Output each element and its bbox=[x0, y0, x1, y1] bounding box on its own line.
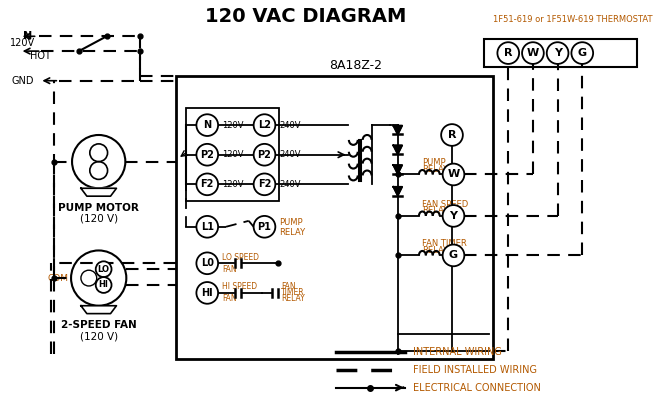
Circle shape bbox=[443, 205, 464, 227]
Text: G: G bbox=[578, 48, 587, 58]
Circle shape bbox=[441, 124, 463, 146]
Polygon shape bbox=[393, 165, 402, 174]
Text: L2: L2 bbox=[258, 120, 271, 130]
Text: 120V: 120V bbox=[10, 38, 35, 48]
Circle shape bbox=[254, 114, 275, 136]
Circle shape bbox=[572, 42, 593, 64]
Text: Y: Y bbox=[450, 211, 458, 221]
Circle shape bbox=[196, 252, 218, 274]
Circle shape bbox=[96, 277, 111, 293]
Text: RELAY: RELAY bbox=[422, 165, 448, 174]
Text: (120 V): (120 V) bbox=[80, 214, 118, 224]
Text: 120V: 120V bbox=[222, 180, 244, 189]
Text: G: G bbox=[449, 251, 458, 260]
Circle shape bbox=[522, 42, 544, 64]
Text: FAN SPEED: FAN SPEED bbox=[422, 199, 468, 209]
Text: 1F51-619 or 1F51W-619 THERMOSTAT: 1F51-619 or 1F51W-619 THERMOSTAT bbox=[492, 15, 652, 24]
Circle shape bbox=[547, 42, 568, 64]
Circle shape bbox=[96, 261, 111, 277]
Text: 8A18Z-2: 8A18Z-2 bbox=[329, 59, 382, 72]
Text: HI SPEED: HI SPEED bbox=[222, 282, 257, 292]
Text: 120V: 120V bbox=[222, 150, 244, 159]
Circle shape bbox=[254, 173, 275, 195]
Polygon shape bbox=[393, 145, 402, 154]
Text: COM: COM bbox=[47, 274, 68, 282]
Text: PUMP MOTOR: PUMP MOTOR bbox=[58, 203, 139, 213]
Circle shape bbox=[196, 114, 218, 136]
Text: RELAY: RELAY bbox=[422, 246, 448, 255]
Text: FAN: FAN bbox=[222, 265, 237, 274]
Text: FAN TIMER: FAN TIMER bbox=[422, 239, 466, 248]
Text: L0: L0 bbox=[201, 258, 214, 268]
Circle shape bbox=[254, 144, 275, 166]
Bar bbox=[176, 76, 493, 359]
Text: Y: Y bbox=[553, 48, 561, 58]
Text: INTERNAL WIRING: INTERNAL WIRING bbox=[413, 347, 501, 357]
Circle shape bbox=[497, 42, 519, 64]
Polygon shape bbox=[81, 188, 117, 196]
Bar bbox=[484, 39, 636, 67]
Text: PUMP: PUMP bbox=[279, 218, 303, 228]
Text: W: W bbox=[527, 48, 539, 58]
Text: FAN: FAN bbox=[222, 294, 237, 303]
Text: TIMER: TIMER bbox=[281, 288, 305, 297]
Text: 240V: 240V bbox=[279, 121, 301, 129]
Text: F2: F2 bbox=[200, 179, 214, 189]
Text: N: N bbox=[203, 120, 211, 130]
Text: 2-SPEED FAN: 2-SPEED FAN bbox=[61, 321, 137, 331]
Circle shape bbox=[196, 173, 218, 195]
Circle shape bbox=[443, 245, 464, 266]
Text: GND: GND bbox=[12, 76, 34, 86]
Text: P2: P2 bbox=[200, 150, 214, 160]
Text: 240V: 240V bbox=[279, 180, 301, 189]
Text: RELAY: RELAY bbox=[422, 207, 448, 215]
Text: HI: HI bbox=[98, 280, 109, 290]
Text: FIELD INSTALLED WIRING: FIELD INSTALLED WIRING bbox=[413, 365, 537, 375]
Text: L1: L1 bbox=[201, 222, 214, 232]
Polygon shape bbox=[393, 126, 402, 134]
Circle shape bbox=[196, 282, 218, 304]
Text: 240V: 240V bbox=[279, 150, 301, 159]
Text: P2: P2 bbox=[257, 150, 271, 160]
Text: PUMP: PUMP bbox=[422, 158, 446, 167]
Circle shape bbox=[196, 216, 218, 238]
Polygon shape bbox=[81, 306, 117, 313]
Text: W: W bbox=[448, 169, 460, 179]
Circle shape bbox=[443, 163, 464, 185]
Text: ELECTRICAL CONNECTION: ELECTRICAL CONNECTION bbox=[413, 383, 541, 393]
Text: LO: LO bbox=[98, 265, 110, 274]
Text: RELAY: RELAY bbox=[279, 228, 306, 237]
Text: (120 V): (120 V) bbox=[80, 331, 118, 341]
Text: R: R bbox=[448, 130, 456, 140]
Text: 120V: 120V bbox=[222, 121, 244, 129]
Text: HI: HI bbox=[202, 288, 213, 298]
Text: LO SPEED: LO SPEED bbox=[222, 253, 259, 262]
Text: 120 VAC DIAGRAM: 120 VAC DIAGRAM bbox=[205, 7, 407, 26]
Text: P1: P1 bbox=[257, 222, 271, 232]
Text: FAN: FAN bbox=[281, 282, 296, 292]
Circle shape bbox=[254, 216, 275, 238]
Text: RELAY: RELAY bbox=[281, 294, 305, 303]
Text: HOT: HOT bbox=[29, 51, 50, 61]
Text: F2: F2 bbox=[258, 179, 271, 189]
Text: N: N bbox=[23, 31, 32, 41]
Text: R: R bbox=[504, 48, 513, 58]
Polygon shape bbox=[393, 187, 402, 196]
Circle shape bbox=[196, 144, 218, 166]
Bar bbox=[186, 109, 279, 201]
